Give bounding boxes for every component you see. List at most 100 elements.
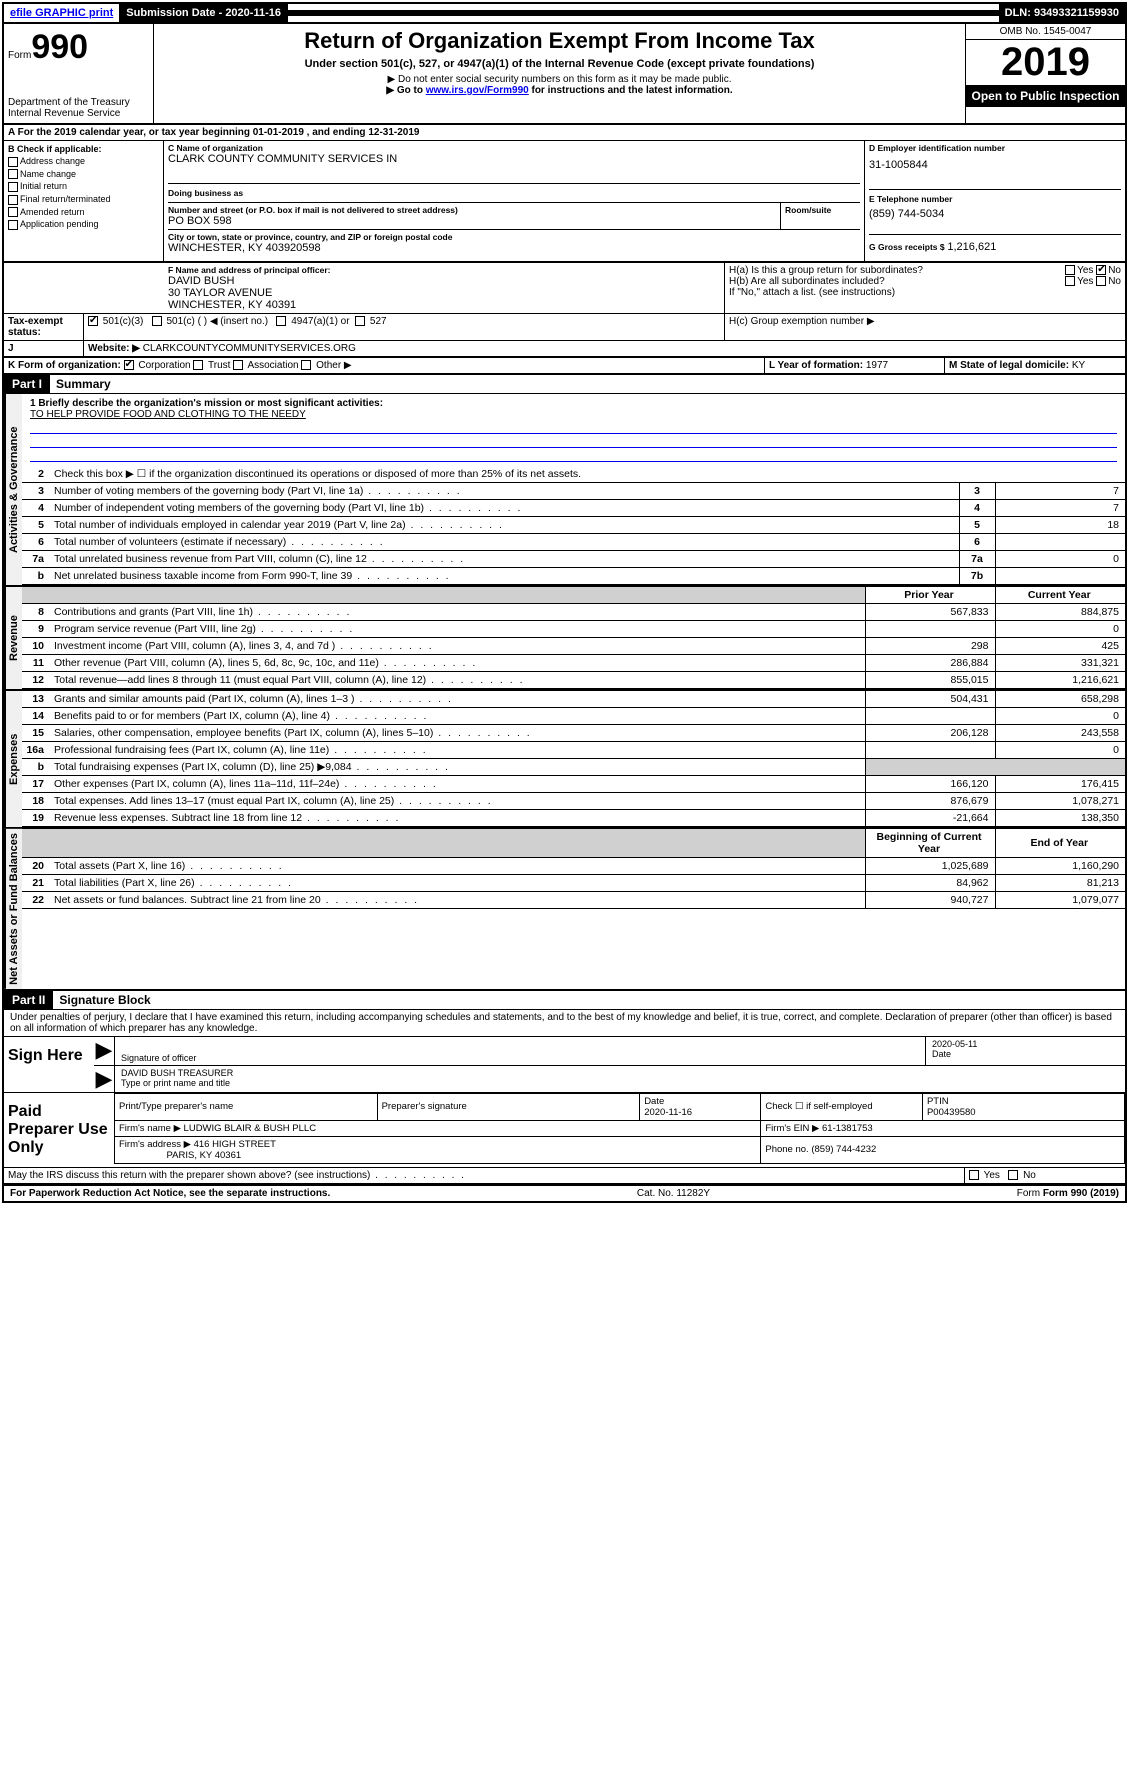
check-527[interactable] xyxy=(355,316,365,326)
check-501c3[interactable] xyxy=(88,316,98,326)
form-title: Return of Organization Exempt From Incom… xyxy=(158,28,961,54)
discuss-no[interactable] xyxy=(1008,1170,1018,1180)
check-trust[interactable] xyxy=(193,360,203,370)
current-val: 884,875 xyxy=(995,604,1125,621)
check-pending[interactable]: Application pending xyxy=(8,218,159,231)
form-number: 990 xyxy=(31,28,88,66)
line6-val xyxy=(995,534,1125,551)
vtab-gov: Activities & Governance xyxy=(4,394,22,585)
check-initial[interactable]: Initial return xyxy=(8,180,159,193)
firm-addr2: PARIS, KY 40361 xyxy=(167,1150,242,1161)
period-text: A For the 2019 calendar year, or tax yea… xyxy=(4,125,1125,140)
line-desc: Investment income (Part VIII, column (A)… xyxy=(50,638,865,655)
note2-post: for instructions and the latest informat… xyxy=(529,85,733,96)
check-amended[interactable]: Amended return xyxy=(8,206,159,219)
check-final[interactable]: Final return/terminated xyxy=(8,193,159,206)
ein-label: D Employer identification number xyxy=(869,143,1121,153)
entity-block: B Check if applicable: Address change Na… xyxy=(4,141,1125,263)
box-m: M State of legal domicile: KY xyxy=(945,358,1125,373)
officer-name: DAVID BUSH xyxy=(168,275,720,287)
i-row: Tax-exempt status: 501(c)(3) 501(c) ( ) … xyxy=(4,314,1125,341)
check-address[interactable]: Address change xyxy=(8,155,159,168)
prior-val: 567,833 xyxy=(865,604,995,621)
sign-here-label: Sign Here xyxy=(4,1037,94,1092)
check-501c[interactable] xyxy=(152,316,162,326)
check-name[interactable]: Name change xyxy=(8,168,159,181)
current-val: 0 xyxy=(995,742,1125,759)
note1: ▶ Do not enter social security numbers o… xyxy=(158,74,961,85)
preparer-label: Paid Preparer Use Only xyxy=(4,1093,114,1167)
line-desc: Other expenses (Part IX, column (A), lin… xyxy=(50,776,865,793)
irs-gov-link[interactable]: www.irs.gov/Form990 xyxy=(426,85,529,96)
line-desc: Salaries, other compensation, employee b… xyxy=(50,725,865,742)
pra-notice: For Paperwork Reduction Act Notice, see … xyxy=(10,1188,330,1199)
current-val: 331,321 xyxy=(995,655,1125,672)
line-num: 11 xyxy=(22,655,50,672)
line-num: 13 xyxy=(22,691,50,708)
exp-section: Expenses 13Grants and similar amounts pa… xyxy=(4,689,1125,827)
officer-printed: DAVID BUSH TREASURER xyxy=(121,1068,1119,1078)
efile-link[interactable]: efile GRAPHIC print xyxy=(10,7,113,19)
check-4947[interactable] xyxy=(276,316,286,326)
discuss-text: May the IRS discuss this return with the… xyxy=(4,1168,965,1183)
tax-year: 2019 xyxy=(966,40,1125,85)
preparer-block: Paid Preparer Use Only Print/Type prepar… xyxy=(4,1093,1125,1168)
tax-status: 501(c)(3) 501(c) ( ) ◀ (insert no.) 4947… xyxy=(84,314,725,340)
prior-val xyxy=(865,708,995,725)
line-num: 10 xyxy=(22,638,50,655)
prep-date: 2020-11-16 xyxy=(644,1107,692,1118)
na-hdr-current: End of Year xyxy=(995,829,1125,858)
prep-h1: Print/Type preparer's name xyxy=(115,1093,378,1120)
check-assoc[interactable] xyxy=(233,360,243,370)
line4-desc: Number of independent voting members of … xyxy=(50,500,959,517)
box-b: B Check if applicable: Address change Na… xyxy=(4,141,164,261)
top-bar: efile GRAPHIC print Submission Date - 20… xyxy=(4,4,1125,24)
line7a-val: 0 xyxy=(995,551,1125,568)
line7a-desc: Total unrelated business revenue from Pa… xyxy=(50,551,959,568)
line-desc: Total assets (Part X, line 16) xyxy=(50,858,865,875)
sig-date: 2020-05-11 xyxy=(932,1039,1119,1049)
line-num: 17 xyxy=(22,776,50,793)
header-right: OMB No. 1545-0047 2019 Open to Public In… xyxy=(965,24,1125,123)
prep-h3: Date xyxy=(644,1096,664,1107)
firm-ein: 61-1381753 xyxy=(822,1123,873,1134)
prep-h5: PTIN xyxy=(927,1096,949,1107)
check-corp[interactable] xyxy=(124,360,134,370)
line2: Check this box ▶ ☐ if the organization d… xyxy=(50,466,1125,483)
prior-val: 166,120 xyxy=(865,776,995,793)
line3-val: 7 xyxy=(995,483,1125,500)
line7b-desc: Net unrelated business taxable income fr… xyxy=(50,568,959,585)
dept: Department of the Treasury xyxy=(8,97,149,108)
sig-date-label: Date xyxy=(932,1049,1119,1059)
revenue-table: Prior YearCurrent Year 8Contributions an… xyxy=(22,587,1125,689)
prep-h2: Preparer's signature xyxy=(377,1093,640,1120)
hc-text: H(c) Group exemption number ▶ xyxy=(725,314,1125,340)
box-l: L Year of formation: 1977 xyxy=(765,358,945,373)
omb: OMB No. 1545-0047 xyxy=(966,24,1125,40)
box-k: K Form of organization: Corporation Trus… xyxy=(4,358,765,373)
prior-val: 206,128 xyxy=(865,725,995,742)
current-val: 0 xyxy=(995,621,1125,638)
line-num: 18 xyxy=(22,793,50,810)
sign-block: Sign Here ▶ Signature of officer 2020-05… xyxy=(4,1037,1125,1093)
prior-val: 298 xyxy=(865,638,995,655)
firm-ein-label: Firm's EIN ▶ xyxy=(765,1123,819,1134)
line-num: b xyxy=(22,759,50,776)
prior-val: 504,431 xyxy=(865,691,995,708)
current-val: 1,160,290 xyxy=(995,858,1125,875)
cat-no: Cat. No. 11282Y xyxy=(637,1188,710,1199)
gov-section: Activities & Governance 1 Briefly descri… xyxy=(4,394,1125,585)
line-num: 16a xyxy=(22,742,50,759)
line-num: 14 xyxy=(22,708,50,725)
check-other[interactable] xyxy=(301,360,311,370)
mission-blank xyxy=(30,448,1117,462)
preparer-table: Print/Type preparer's name Preparer's si… xyxy=(114,1093,1125,1164)
org-addr: PO BOX 598 xyxy=(168,215,780,227)
prep-h4[interactable]: Check ☐ if self-employed xyxy=(761,1093,923,1120)
submission-date: Submission Date - 2020-11-16 xyxy=(120,4,288,22)
sig-field[interactable] xyxy=(121,1039,919,1053)
fh-spacer xyxy=(4,263,164,313)
prior-val xyxy=(865,621,995,638)
discuss-yes[interactable] xyxy=(969,1170,979,1180)
efile-link-cell[interactable]: efile GRAPHIC print xyxy=(4,4,120,22)
